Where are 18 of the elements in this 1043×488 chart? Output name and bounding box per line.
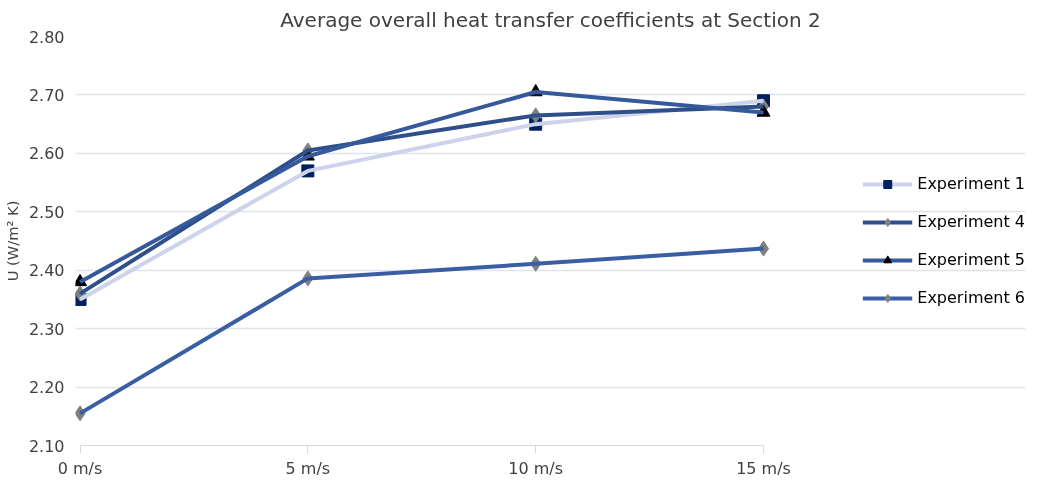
y-tick-label: 2.50 <box>28 202 65 222</box>
x-tick-label: 5 m/s <box>285 458 331 478</box>
y-tick-label: 2.40 <box>28 261 65 281</box>
legend-label: Experiment 5 <box>917 250 1025 269</box>
y-axis-title: U (W/m² K) <box>3 200 21 282</box>
legend-label: Experiment 6 <box>917 288 1025 307</box>
y-tick-label: 2.10 <box>28 436 65 456</box>
x-tick-label: 15 m/s <box>736 458 791 478</box>
legend-label: Experiment 4 <box>917 212 1025 231</box>
chart-title: Average overall heat transfer coefficients at Section 2 <box>280 7 821 32</box>
y-tick-label: 2.60 <box>28 144 65 164</box>
y-tick-label: 2.20 <box>28 378 65 398</box>
x-tick-label: 0 m/s <box>57 458 103 478</box>
legend-label: Experiment 1 <box>917 174 1025 193</box>
y-tick-label: 2.70 <box>28 85 65 105</box>
y-tick-label: 2.30 <box>28 319 65 339</box>
y-tick-label: 2.80 <box>28 27 65 47</box>
x-tick-label: 10 m/s <box>508 458 564 478</box>
